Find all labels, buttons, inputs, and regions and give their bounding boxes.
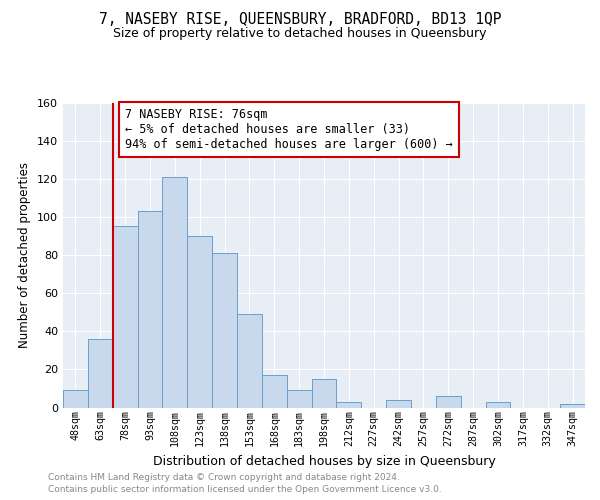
- Text: 7, NASEBY RISE, QUEENSBURY, BRADFORD, BD13 1QP: 7, NASEBY RISE, QUEENSBURY, BRADFORD, BD…: [99, 12, 501, 28]
- Bar: [311, 379, 337, 408]
- Bar: [337, 402, 361, 407]
- Bar: [113, 226, 137, 408]
- Bar: [88, 339, 113, 407]
- Bar: [212, 253, 237, 408]
- Bar: [287, 390, 311, 407]
- Bar: [386, 400, 411, 407]
- Bar: [187, 236, 212, 408]
- Bar: [485, 402, 511, 407]
- Text: Contains public sector information licensed under the Open Government Licence v3: Contains public sector information licen…: [48, 485, 442, 494]
- Bar: [137, 211, 163, 408]
- Bar: [163, 177, 187, 408]
- Bar: [237, 314, 262, 408]
- Text: Size of property relative to detached houses in Queensbury: Size of property relative to detached ho…: [113, 28, 487, 40]
- Y-axis label: Number of detached properties: Number of detached properties: [19, 162, 31, 348]
- Bar: [262, 375, 287, 408]
- Bar: [560, 404, 585, 407]
- Bar: [436, 396, 461, 407]
- X-axis label: Distribution of detached houses by size in Queensbury: Distribution of detached houses by size …: [152, 454, 496, 468]
- Text: Contains HM Land Registry data © Crown copyright and database right 2024.: Contains HM Land Registry data © Crown c…: [48, 472, 400, 482]
- Bar: [63, 390, 88, 407]
- Text: 7 NASEBY RISE: 76sqm
← 5% of detached houses are smaller (33)
94% of semi-detach: 7 NASEBY RISE: 76sqm ← 5% of detached ho…: [125, 108, 453, 151]
